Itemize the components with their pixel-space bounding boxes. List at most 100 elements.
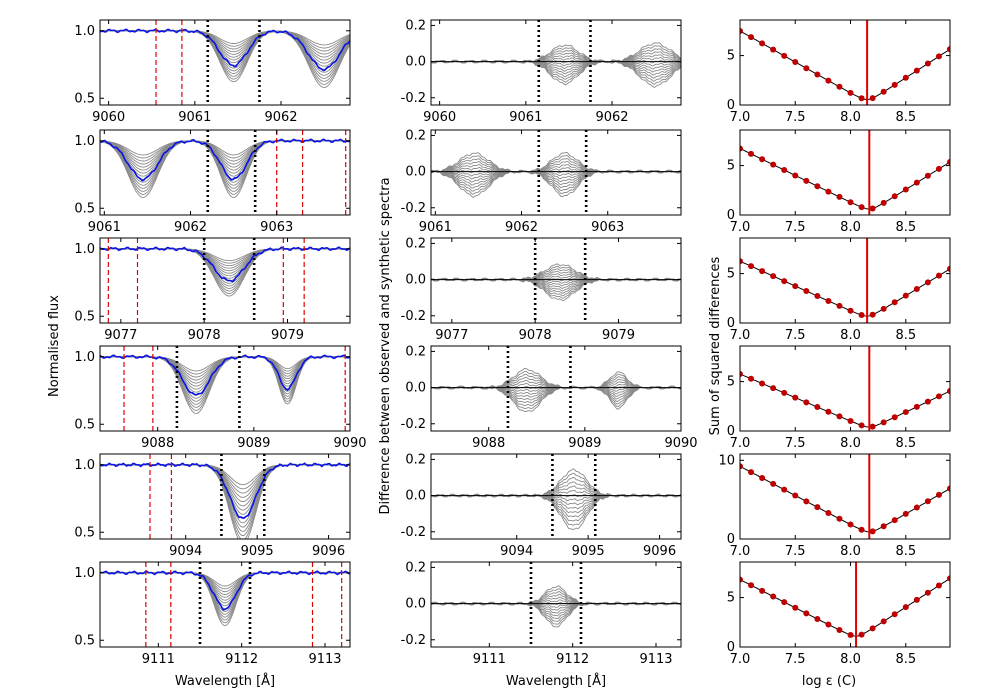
middle-xlabel: Wavelength [Å] [506,673,606,689]
y-tick-label: 0 [727,98,735,113]
chi2-point [814,183,821,190]
chi2-point [891,517,898,524]
y-tick-label: 1.0 [74,134,95,149]
y-tick-label: 0 [727,424,735,439]
chi2-point [935,393,942,400]
plot-area [100,346,350,431]
y-tick-label: -0.2 [401,91,426,106]
x-tick-label: 9112 [225,652,258,667]
synthetic-spectrum-13 [100,356,350,408]
synthetic-spectrum-12 [100,356,350,405]
chi2-point [825,77,832,84]
y-tick-label: 0.5 [74,309,95,324]
panel-chi2-row-3: 7.0 7.5 8.0 8.5 0 5 [727,237,951,343]
y-tick-label: 0.5 [74,201,95,216]
chi2-point [880,199,887,206]
x-tick-label: 8.0 [840,436,861,451]
plot-area [740,454,950,539]
panel-residual-row-2: 9061 9062 9063 0.2 0.0 -0.2 [401,128,682,235]
plot-area [100,454,350,539]
y-tick-label: 0.0 [405,55,426,70]
y-tick-label: 0.5 [74,417,95,432]
chi2-point [913,179,920,186]
y-tick-label: 5 [727,267,735,282]
chi2-point [869,311,876,318]
chi2-curve [740,577,950,637]
x-tick-label: 9077 [435,328,468,343]
chi2-point [847,521,854,528]
y-tick-label: 10 [718,453,735,468]
y-tick-label: 0.0 [405,381,426,396]
plot-area [100,238,350,323]
chi2-point [913,403,920,410]
x-tick-label: 7.5 [785,544,806,559]
chi2-point [814,504,821,511]
residual-curve-4 [431,277,681,294]
panel-chi2-row-5: 7.0 7.5 8.0 8.5 0 10 [718,453,951,559]
chi2-point [803,65,810,72]
chi2-point [869,625,876,632]
chi2-point [935,491,942,498]
x-tick-label: 9061 [88,220,121,235]
y-tick-label: 0.2 [405,452,426,467]
panel-spectrum-row-5: 9094 9095 9096 0.5 1.0 [74,453,351,559]
chi2-point [825,408,832,415]
chi2-point [825,621,832,628]
x-tick-label: 8.0 [840,110,861,125]
chi2-point [847,199,854,206]
axes-frame [430,345,682,432]
chi2-point [858,204,865,211]
chi2-point [748,375,755,382]
chi2-point [924,589,931,596]
x-tick-label: 9088 [141,436,174,451]
chi2-curve [740,465,950,533]
x-tick-label: 9089 [237,436,270,451]
chi2-point [947,485,950,492]
x-tick-label: 9078 [519,328,552,343]
panel-residual-row-4: 9088 9089 9090 0.2 0.0 -0.2 [401,344,698,451]
chi2-point [902,510,909,517]
chi2-point [902,604,909,611]
x-tick-label: 9062 [505,220,538,235]
x-tick-label: 7.5 [785,110,806,125]
chi2-point [759,156,766,163]
chi2-point [913,596,920,603]
observed-spectrum [100,570,350,611]
chi2-point [792,59,799,66]
y-tick-label: 1.0 [74,24,95,39]
x-tick-label: 9096 [312,544,345,559]
panel-residual-row-1: 9060 9061 9062 0.2 0.0 -0.2 [401,18,682,125]
residual-curve-1 [431,601,681,628]
y-tick-label: 0 [727,208,735,223]
chi2-point [902,186,909,193]
chi2-point [858,631,865,638]
axes-frame [430,561,682,648]
x-tick-label: 7.0 [730,110,751,125]
plot-area [431,346,681,431]
y-tick-label: 1.0 [74,566,95,581]
chi2-point [740,258,743,265]
x-tick-label: 9062 [595,110,628,125]
axes-frame [739,19,951,106]
panel-chi2-row-1: 7.0 7.5 8.0 8.5 0 5 [727,19,951,125]
panel-residual-row-5: 9094 9095 9096 0.2 0.0 -0.2 [401,452,682,559]
y-tick-label: 0.5 [74,91,95,106]
chi2-point [924,172,931,179]
chi2-point [869,528,876,535]
plot-area [431,20,681,105]
y-tick-label: 1.0 [74,350,95,365]
chi2-point [836,413,843,420]
chi2-point [792,604,799,611]
chi2-point [803,177,810,184]
y-tick-label: -0.2 [401,417,426,432]
x-tick-label: 7.0 [730,220,751,235]
chi2-curve [740,373,950,428]
observed-spectrum [100,462,350,520]
x-tick-label: 8.5 [895,436,916,451]
synthetic-spectrum-2 [100,140,350,159]
chi2-point [770,480,777,487]
x-tick-label: 9062 [264,110,297,125]
x-tick-label: 9089 [568,436,601,451]
chi2-point [891,414,898,421]
y-tick-label: 5 [727,159,735,174]
